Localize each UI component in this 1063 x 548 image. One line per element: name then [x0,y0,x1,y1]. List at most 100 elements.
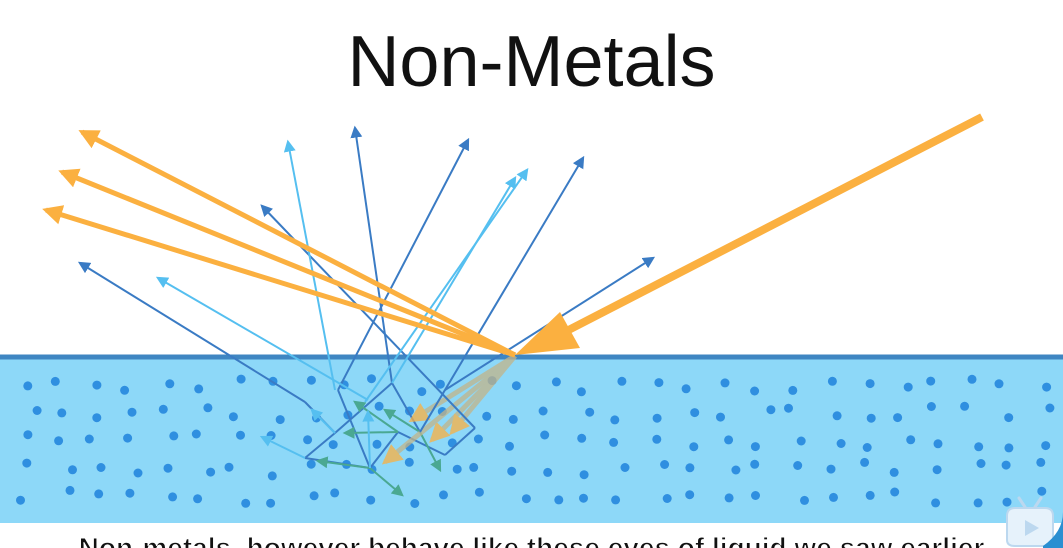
particle [620,463,630,472]
particle [796,436,806,446]
particle [266,431,276,440]
particle [720,378,730,388]
particle [865,379,875,389]
particle [652,434,662,444]
particle [766,405,776,415]
particle [681,384,691,394]
particle [191,429,201,439]
particle [57,408,67,418]
internal-scatter-rays [259,382,476,497]
particle [374,401,384,411]
particle [903,382,913,392]
particle [538,406,548,416]
particle [303,435,313,445]
particle [585,407,595,417]
particle [865,490,875,500]
particle [579,470,589,480]
particle [266,498,276,508]
particle [690,408,700,418]
bilibili-tv-icon[interactable] [995,492,1063,548]
particle [54,436,64,446]
particle [224,462,234,472]
particle [203,403,213,413]
scattered-rays-light [155,139,529,403]
particle [836,439,846,448]
particle [236,430,245,440]
particle [793,461,803,470]
particle [788,385,798,395]
particle [933,439,943,449]
particle [65,485,75,495]
particle [372,439,382,449]
particle [751,491,760,500]
particle [435,379,445,389]
particle [577,433,587,443]
particle [994,379,1004,389]
particle [543,467,553,477]
particle [168,492,178,502]
particle [228,412,238,422]
particle [469,462,479,472]
particle [473,434,483,444]
medium-particles [16,374,1055,508]
particle [579,493,588,503]
particle [125,488,135,498]
particle [1042,382,1052,392]
refracted-rays [381,353,517,465]
particle [92,380,102,390]
particle [800,495,809,505]
particle [23,381,33,391]
reflected-rays [42,129,517,358]
video-subtitle-caption: Non-metals, however behave like these ey… [78,532,985,548]
particle [330,488,340,498]
particle [511,381,521,391]
particle [508,414,518,424]
particle [926,402,936,411]
particle [826,464,836,474]
particle [906,435,916,445]
particle [576,387,586,397]
particle [1001,460,1011,470]
particle [551,377,561,387]
particle [750,442,760,452]
particle [974,442,984,452]
particle [505,441,514,451]
particle [889,467,899,477]
particle [50,376,60,386]
particle [193,494,203,504]
particle [309,491,319,501]
particle [931,498,941,508]
particle [652,413,662,423]
particle [689,442,699,452]
particle [417,387,427,397]
particle [68,465,77,475]
particle [654,378,664,388]
particle [133,468,143,478]
particle [32,406,42,415]
particle [1041,441,1051,451]
particle [750,459,760,469]
particle [832,411,842,421]
particle [685,463,695,473]
particle [731,465,741,475]
particle [829,492,838,502]
particle [1004,413,1014,423]
particle [724,435,734,445]
particle [158,404,168,414]
particle [120,385,130,395]
particle [1045,403,1055,413]
particle [92,413,102,423]
particle [306,459,316,469]
particle [554,495,564,505]
particle [1037,486,1047,496]
particle [94,489,104,499]
particle [866,413,876,423]
particle [973,498,983,508]
particle [163,463,173,473]
particle [685,490,695,500]
particle [862,443,872,452]
particle [194,384,204,394]
particle [890,487,900,497]
particle [827,376,837,386]
